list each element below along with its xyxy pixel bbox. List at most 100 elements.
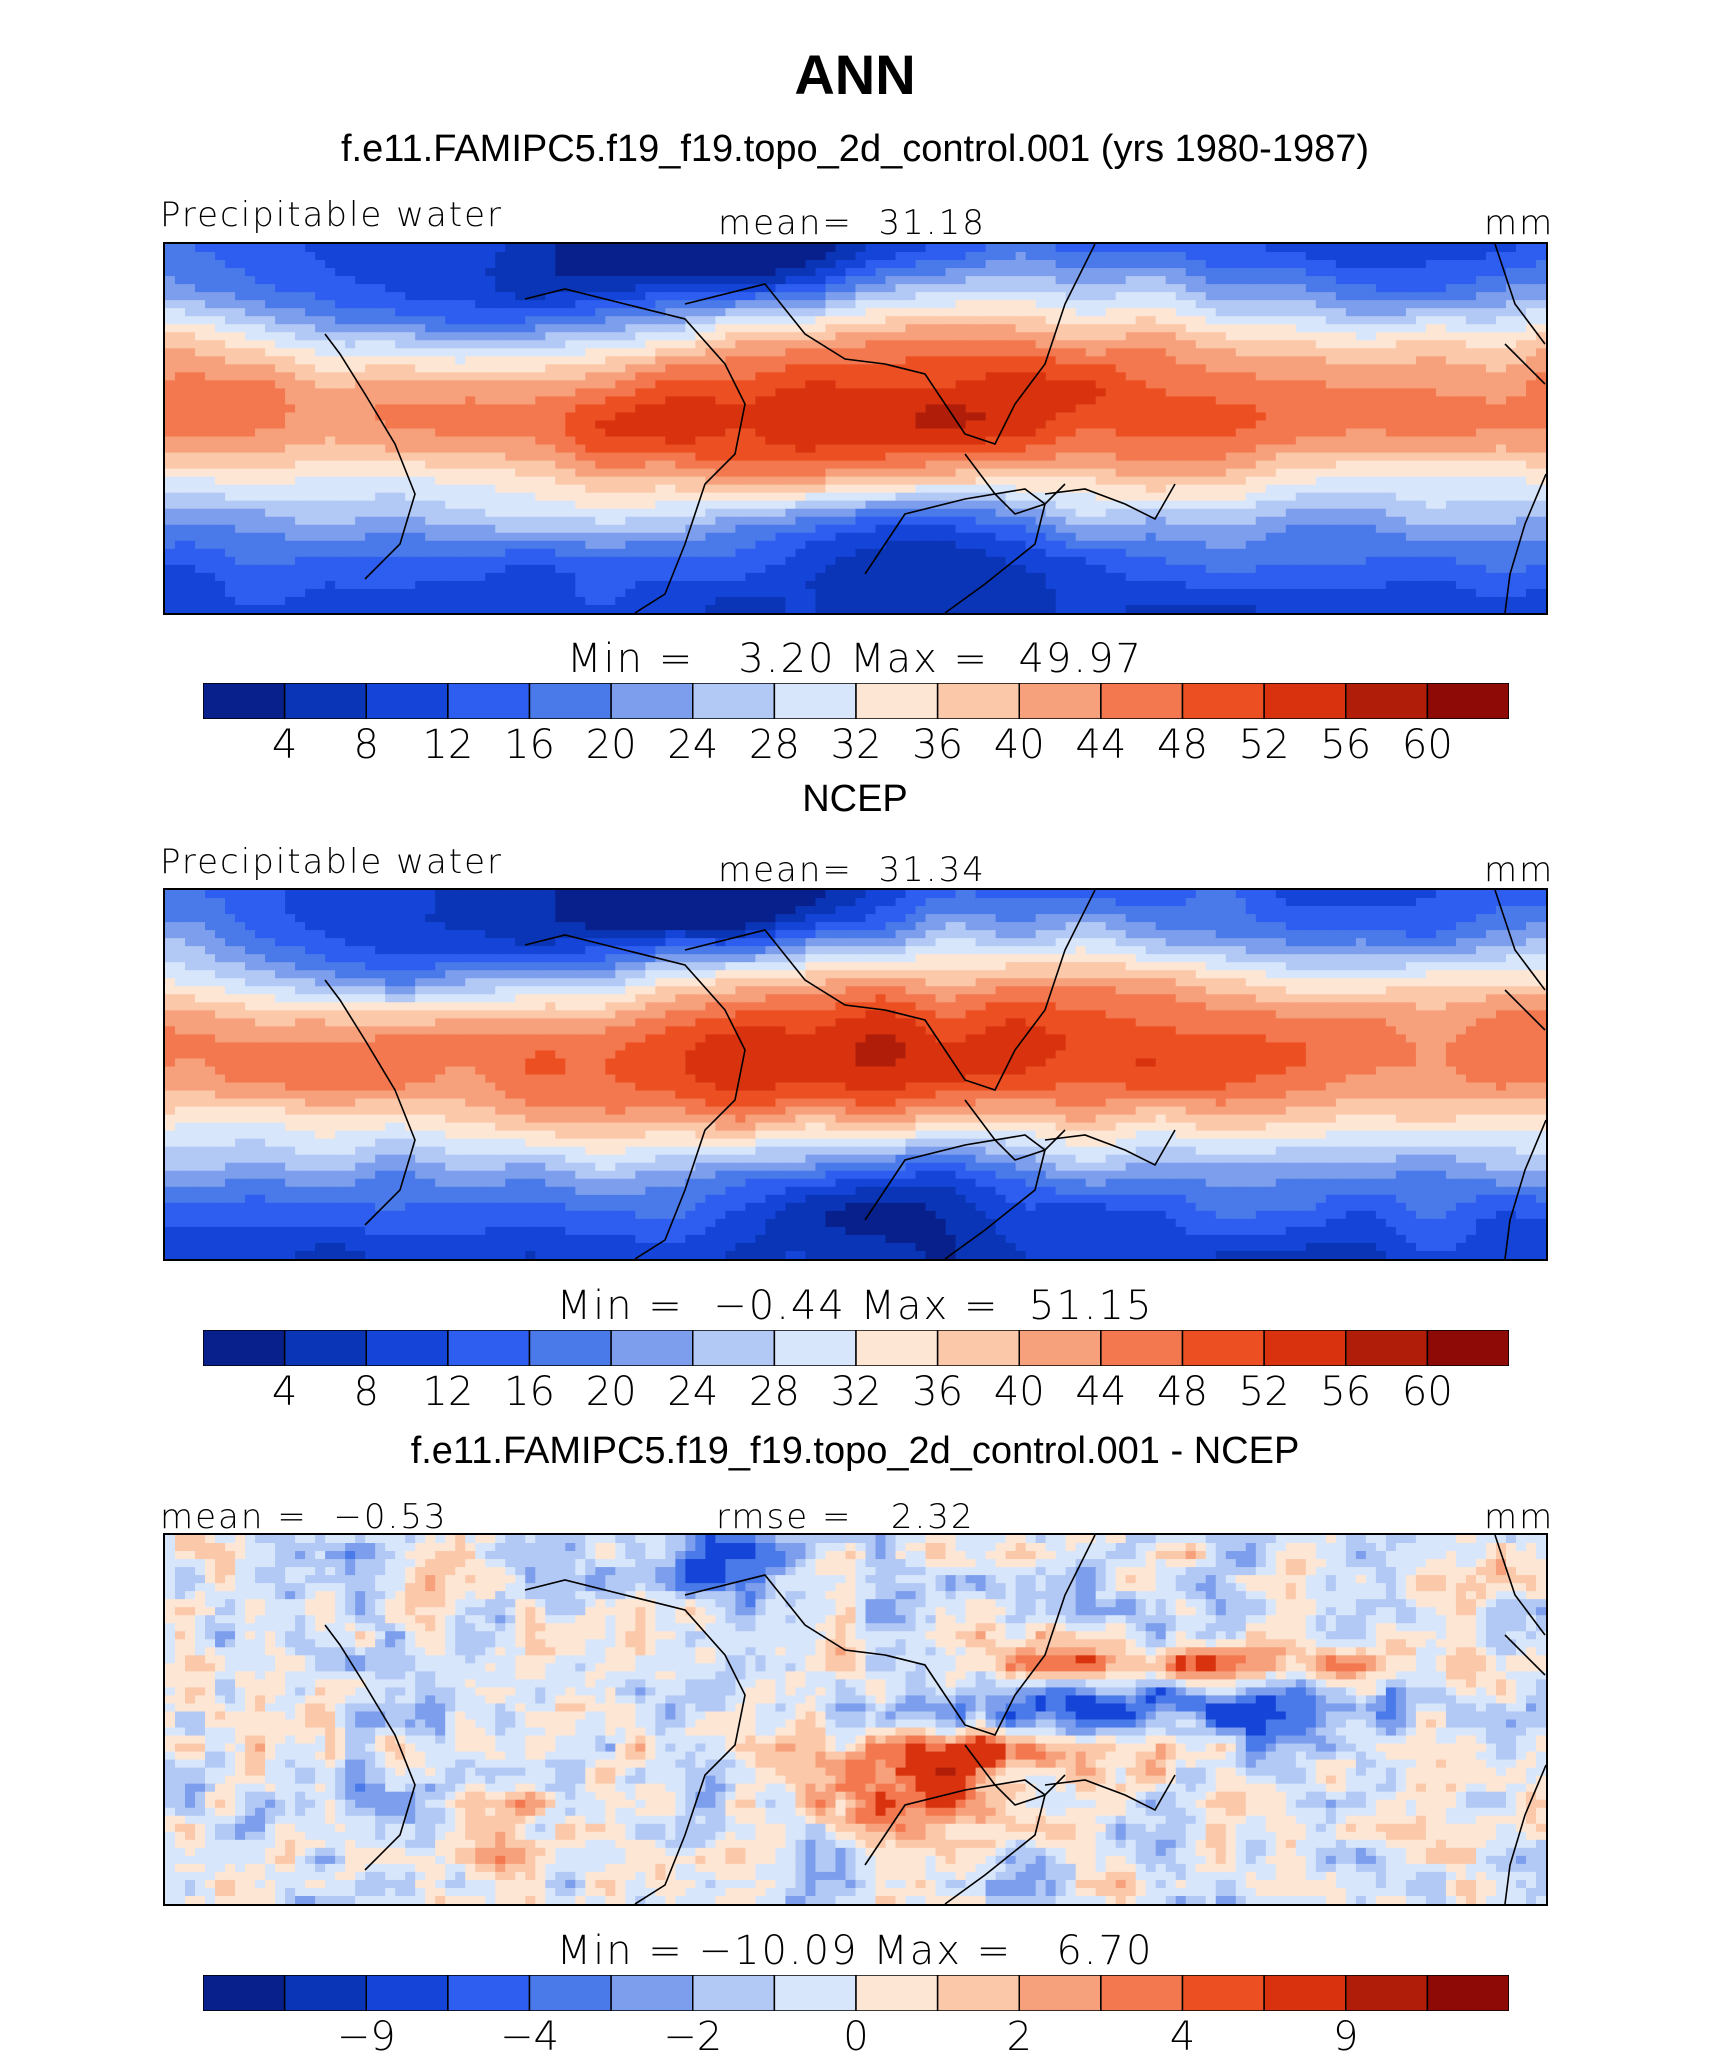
colorbar-swatch — [528, 683, 612, 719]
coastline — [1504, 989, 1546, 1031]
panel-3-units-label: mm — [1484, 1497, 1555, 1537]
coastline — [1494, 244, 1546, 345]
colorbar-tick-label: 60 — [1401, 1369, 1453, 1415]
colorbar-swatch — [447, 1330, 531, 1366]
colorbar-swatch — [1100, 683, 1184, 719]
colorbar-swatch — [1345, 683, 1429, 719]
coastline — [684, 1535, 1096, 1736]
panel-3-map — [163, 1533, 1548, 1906]
coastline — [1504, 1764, 1546, 1904]
panel-1-minmax: Min = 3.20 Max = 49.97 — [567, 636, 1143, 682]
colorbar-tick-label: 32 — [830, 1369, 882, 1415]
coastline — [1504, 343, 1546, 385]
colorbar-tick-label: 12 — [422, 1369, 474, 1415]
colorbar-swatch — [610, 683, 694, 719]
colorbar-swatch — [1181, 1975, 1265, 2011]
colorbar-swatch — [692, 683, 776, 719]
colorbar-swatch — [203, 683, 286, 719]
colorbar-tick-label: 0 — [843, 2014, 869, 2060]
coastline — [324, 979, 416, 1226]
colorbar-tick-label: 8 — [353, 722, 379, 768]
colorbar-swatch — [365, 683, 449, 719]
colorbar-tick-label: 52 — [1238, 1369, 1290, 1415]
colorbar-tick-label: 28 — [748, 722, 800, 768]
colorbar-swatch — [1100, 1975, 1184, 2011]
panel-2-units-label: mm — [1484, 850, 1555, 890]
figure-title: ANN — [794, 43, 916, 106]
panel-3-minmax: Min = −10.09 Max = 6.70 — [556, 1928, 1154, 1974]
colorbar-tick-label: −4 — [500, 2014, 559, 2060]
colorbar-tick-label: 52 — [1238, 722, 1290, 768]
panel-1-colorbar — [203, 683, 1509, 719]
colorbar-tick-label: 32 — [830, 722, 882, 768]
colorbar-swatch — [447, 1975, 531, 2011]
colorbar-tick-label: 4 — [271, 1369, 298, 1415]
coastline — [324, 333, 416, 580]
colorbar-swatch — [283, 1330, 368, 1366]
colorbar-tick-label: 20 — [585, 722, 637, 768]
colorbar-swatch — [528, 1330, 612, 1366]
panel-2-colorbar — [203, 1330, 1509, 1366]
panel-1-left-label: Precipitable water — [160, 195, 504, 235]
colorbar-tick-label: −2 — [663, 2014, 723, 2060]
colorbar-swatch — [365, 1330, 449, 1366]
colorbar-tick-label: 40 — [993, 1369, 1045, 1415]
colorbar-swatch — [936, 683, 1021, 719]
colorbar-swatch — [203, 1330, 286, 1366]
coastline — [864, 488, 1046, 613]
colorbar-swatch — [692, 1975, 776, 2011]
colorbar-tick-label: −9 — [336, 2014, 396, 2060]
colorbar-swatch — [855, 1975, 939, 2011]
colorbar-swatch — [1263, 1330, 1347, 1366]
panel-1-field — [165, 244, 1546, 613]
colorbar-swatch — [528, 1975, 612, 2011]
coastline — [964, 1744, 1066, 1806]
coastline — [684, 890, 1096, 1091]
colorbar-swatch — [610, 1975, 694, 2011]
panel-3-mean-label: mean = −0.53 — [160, 1497, 448, 1537]
colorbar-swatch — [1263, 683, 1347, 719]
panel-2-map — [163, 888, 1548, 1261]
colorbar-swatch — [1426, 1330, 1509, 1366]
colorbar-tick-label: 56 — [1320, 722, 1372, 768]
colorbar-tick-label: 56 — [1320, 1369, 1372, 1415]
colorbar-swatch — [1100, 1330, 1184, 1366]
coastline — [684, 244, 1096, 445]
colorbar-tick-label: 20 — [585, 1369, 637, 1415]
colorbar-tick-label: 4 — [1169, 2014, 1196, 2060]
colorbar-swatch — [203, 1975, 286, 2011]
panel-3-field — [165, 1535, 1546, 1904]
panel-1-title: f.e11.FAMIPC5.f19_f19.topo_2d_control.00… — [340, 128, 1370, 170]
colorbar-swatch — [855, 1330, 939, 1366]
colorbar-tick-label: 9 — [1333, 2014, 1359, 2060]
panel-2-title: NCEP — [802, 778, 908, 820]
coastline — [1044, 1774, 1176, 1812]
colorbar-tick-label: 40 — [993, 722, 1045, 768]
coastline — [1494, 890, 1546, 991]
coastline — [524, 1579, 746, 1904]
colorbar-tick-label: 48 — [1157, 722, 1208, 768]
panel-3-title: f.e11.FAMIPC5.f19_f19.topo_2d_control.00… — [410, 1430, 1300, 1472]
colorbar-swatch — [1345, 1330, 1429, 1366]
colorbar-tick-label: 36 — [912, 1369, 964, 1415]
colorbar-tick-label: 12 — [422, 722, 474, 768]
colorbar-swatch — [1263, 1975, 1347, 2011]
colorbar-tick-label: 48 — [1157, 1369, 1208, 1415]
coastline — [1504, 473, 1546, 613]
panel-2-minmax: Min = −0.44 Max = 51.15 — [556, 1283, 1154, 1329]
colorbar-tick-label: 44 — [1075, 722, 1127, 768]
colorbar-swatch — [855, 683, 939, 719]
coastline — [864, 1779, 1046, 1904]
colorbar-swatch — [936, 1975, 1021, 2011]
colorbar-swatch — [692, 1330, 776, 1366]
panel-2-left-label: Precipitable water — [160, 842, 504, 882]
colorbar-swatch — [1426, 683, 1509, 719]
colorbar-swatch — [773, 1975, 857, 2011]
colorbar-swatch — [936, 1330, 1021, 1366]
colorbar-swatch — [283, 1975, 368, 2011]
panel-2-field — [165, 890, 1546, 1259]
panel-1-mean-label: mean= 31.18 — [718, 203, 986, 243]
colorbar-tick-label: 24 — [667, 722, 719, 768]
coastline — [1494, 1535, 1546, 1636]
coastline — [1044, 483, 1176, 521]
